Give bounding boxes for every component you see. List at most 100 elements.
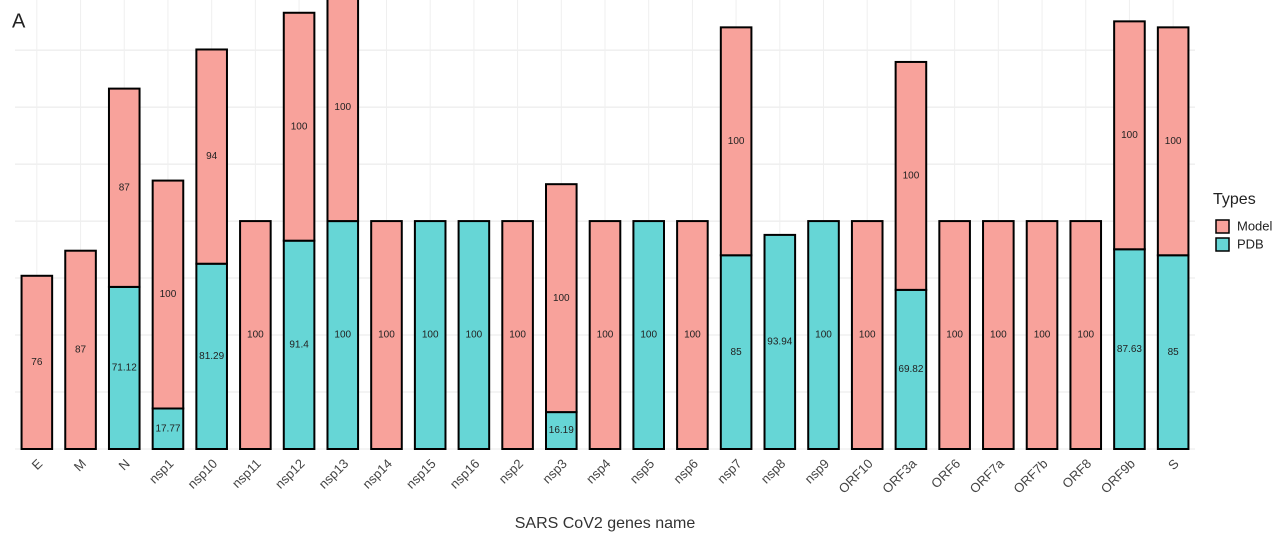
value-label: 71.12 [112, 363, 137, 374]
bar-segment [894, 288, 928, 450]
value-label: 87.63 [1117, 344, 1142, 355]
value-label: 100 [378, 330, 395, 341]
value-label: 91.4 [289, 339, 309, 350]
bar-segment [1156, 26, 1190, 257]
x-tick-label: nsp9 [802, 456, 833, 487]
x-tick-label: nsp10 [185, 456, 221, 492]
value-label: 100 [1121, 130, 1138, 141]
bar-segment [938, 220, 971, 450]
x-tick-label: nsp14 [359, 456, 395, 492]
bar-segment [107, 87, 141, 288]
bar-segment [20, 274, 54, 451]
value-label: 76 [31, 357, 43, 368]
value-label: 100 [859, 330, 876, 341]
x-tick-label: nsp16 [447, 456, 483, 492]
bar-segment [1113, 20, 1146, 251]
x-tick-label: S [1165, 456, 1182, 473]
value-label: 100 [291, 121, 308, 132]
legend-swatch [1215, 237, 1230, 252]
value-label: 17.77 [155, 423, 180, 434]
value-label: 100 [509, 330, 526, 341]
bar-segment [151, 179, 185, 410]
bar-segment [807, 220, 840, 450]
bar-segment [501, 220, 534, 450]
value-label: 100 [684, 330, 701, 341]
bar-segment [982, 220, 1015, 450]
x-tick-label: nsp2 [496, 456, 527, 487]
bar-segment [370, 220, 403, 450]
bar-segment [239, 220, 272, 450]
value-label: 100 [160, 289, 177, 300]
bar-segment [894, 60, 928, 291]
value-label: 85 [731, 347, 743, 358]
x-tick-label: ORF7b [1010, 456, 1050, 496]
value-label: 87 [119, 182, 131, 193]
value-label: 100 [334, 330, 351, 341]
value-label: 93.94 [767, 337, 792, 348]
x-tick-label: ORF8 [1059, 456, 1094, 491]
legend-title: Types [1213, 191, 1256, 208]
bar-segment [850, 220, 884, 450]
x-tick-label: ORF3a [879, 455, 920, 496]
x-tick-label: nsp15 [403, 456, 439, 492]
bar-segment [64, 249, 97, 450]
bar-segment [1113, 248, 1146, 450]
value-label: 100 [1165, 136, 1182, 147]
bar-segment [632, 220, 666, 450]
panel-label: A [12, 10, 26, 32]
value-label: 100 [903, 171, 920, 182]
bar-segment [326, 220, 360, 450]
value-label: 100 [640, 330, 657, 341]
x-tick-label: nsp8 [758, 456, 789, 487]
x-tick-label: nsp4 [583, 456, 614, 487]
value-label: 100 [990, 330, 1007, 341]
value-label: 16.19 [549, 425, 574, 436]
legend-label: PDB [1237, 236, 1264, 251]
bar-segment [676, 220, 709, 450]
value-label: 100 [946, 330, 963, 341]
bar-segment [763, 233, 797, 450]
x-tick-label: ORF9b [1098, 456, 1138, 496]
bar-segment [1025, 220, 1059, 450]
value-label: 81.29 [199, 351, 224, 362]
x-tick-label: ORF10 [836, 456, 876, 496]
bar-segment [588, 220, 622, 450]
x-tick-label: E [29, 456, 46, 473]
x-tick-label: nsp12 [272, 456, 308, 492]
value-label: 100 [815, 330, 832, 341]
bar-segment [107, 285, 141, 451]
value-label: 100 [247, 330, 264, 341]
bar-segment [1069, 220, 1103, 450]
bar-segment [282, 11, 316, 242]
value-label: 100 [728, 136, 745, 147]
x-tick-label: ORF6 [928, 456, 963, 491]
bar-segment [413, 220, 447, 450]
x-tick-label: ORF7a [967, 455, 1008, 496]
x-tick-label: nsp6 [670, 456, 701, 487]
value-label: 100 [1077, 330, 1094, 341]
x-tick-label: nsp1 [146, 456, 177, 487]
x-tick-label: M [71, 456, 89, 474]
x-tick-label: nsp5 [627, 456, 658, 487]
legend-swatch [1215, 219, 1230, 234]
value-label: 85 [1168, 347, 1180, 358]
bar-segment [719, 26, 753, 257]
x-tick-label: N [116, 456, 133, 473]
value-label: 100 [334, 102, 351, 113]
x-tick-label: nsp7 [714, 456, 745, 487]
value-label: 87 [75, 344, 87, 355]
x-axis-title: SARS CoV2 genes name [515, 515, 696, 532]
value-label: 94 [206, 151, 218, 162]
bar-segment [545, 183, 578, 414]
value-label: 100 [422, 330, 439, 341]
legend-label: Model [1237, 218, 1273, 233]
value-label: 100 [597, 330, 614, 341]
x-tick-label: nsp3 [539, 456, 570, 487]
x-tick-label: nsp11 [229, 456, 264, 491]
bar-segment [457, 220, 491, 450]
bar-segment [195, 48, 228, 265]
value-label: 100 [466, 330, 483, 341]
bar-segment [326, 0, 360, 223]
x-tick-label: nsp13 [316, 456, 352, 492]
